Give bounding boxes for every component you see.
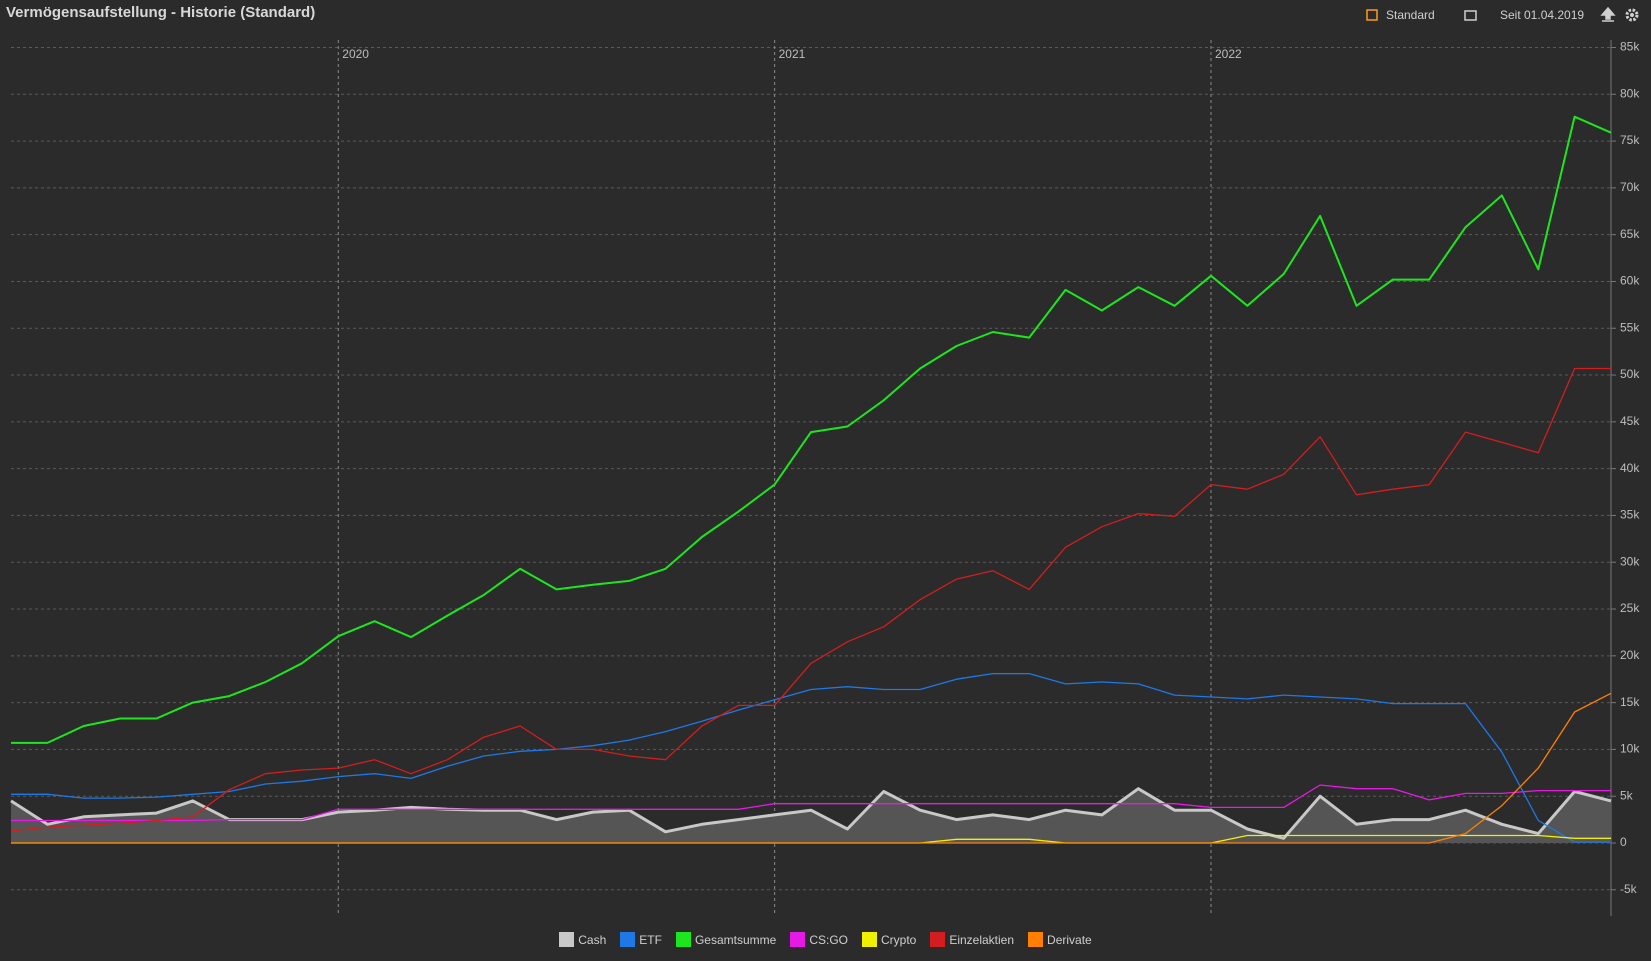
legend-swatch [930, 932, 946, 947]
legend-item[interactable]: Einzelaktien [930, 932, 1014, 947]
settings-icon[interactable] [1624, 7, 1640, 23]
x-tick-label: 2020 [342, 47, 369, 61]
legend-label: CS:GO [809, 932, 848, 947]
y-tick-label: 30k [1620, 554, 1640, 568]
y-tick-label: 25k [1620, 601, 1640, 615]
view-button[interactable]: Standard [1366, 8, 1435, 22]
legend-item[interactable]: Derivate [1028, 932, 1092, 947]
range-label: Seit 01.04.2019 [1500, 8, 1585, 22]
legend-swatch [790, 932, 806, 947]
legend-swatch [559, 932, 575, 947]
legend-label: Derivate [1047, 932, 1092, 947]
chart: -5k 0 5k 10k 15k 20k 25k 30k 35k 40k 45k 50k 55k 60k 6… [10, 40, 1640, 916]
legend-item[interactable]: Cash [559, 932, 606, 947]
legend-swatch [620, 932, 636, 947]
legend-swatch [675, 932, 691, 947]
y-tick-label: 5k [1620, 788, 1634, 802]
view-icon [1366, 9, 1378, 21]
legend-item[interactable]: Crypto [861, 932, 917, 947]
y-tick-label: 75k [1620, 133, 1640, 147]
y-tick-label: 20k [1620, 648, 1640, 662]
legend-item[interactable]: Gesamtsumme [675, 932, 777, 947]
range-button[interactable]: Seit 01.04.2019 [1464, 8, 1584, 22]
y-tick-label: -5k [1620, 882, 1638, 896]
legend-label: Einzelaktien [949, 932, 1015, 947]
y-tick-label: 50k [1620, 367, 1640, 381]
series-line [11, 692, 1612, 844]
series-line [11, 672, 1611, 843]
calendar-icon [1464, 10, 1477, 21]
view-label: Standard [1386, 8, 1435, 22]
series-area [11, 788, 1611, 843]
series-line [10, 367, 1611, 832]
y-tick-label: 35k [1620, 508, 1640, 522]
page-title: Vermögensaufstellung - Historie (Standar… [6, 4, 316, 21]
legend-label: ETF [639, 932, 662, 947]
legend-swatch [1028, 932, 1044, 947]
legend-label: Crypto [880, 932, 917, 947]
y-tick-label: 10k [1620, 742, 1640, 756]
y-tick-label: 80k [1620, 86, 1640, 100]
legend-label: Gesamtsumme [694, 932, 777, 947]
legend-label: Cash [578, 932, 607, 947]
y-tick-label: 40k [1620, 461, 1640, 475]
y-tick-label: 55k [1620, 320, 1640, 334]
legend-item[interactable]: ETF [620, 932, 662, 947]
legend: Cash ETF Gesamtsumme CS:GO Crypto Einzelaktie… [0, 932, 1651, 947]
y-tick-label: 15k [1620, 695, 1640, 709]
export-icon[interactable] [1600, 7, 1616, 23]
y-tick-label: 45k [1620, 414, 1640, 428]
x-tick-label: 2021 [779, 47, 806, 61]
series-line [11, 115, 1612, 744]
y-tick-label: 60k [1620, 274, 1640, 288]
legend-swatch [861, 932, 877, 947]
y-tick-label: 0 [1620, 835, 1627, 849]
series-line [11, 784, 1611, 822]
x-tick-label: 2022 [1215, 47, 1242, 61]
legend-item[interactable]: CS:GO [790, 932, 848, 947]
y-tick-label: 70k [1620, 180, 1640, 194]
y-tick-label: 65k [1620, 227, 1640, 241]
y-tick-label: 85k [1620, 40, 1640, 54]
